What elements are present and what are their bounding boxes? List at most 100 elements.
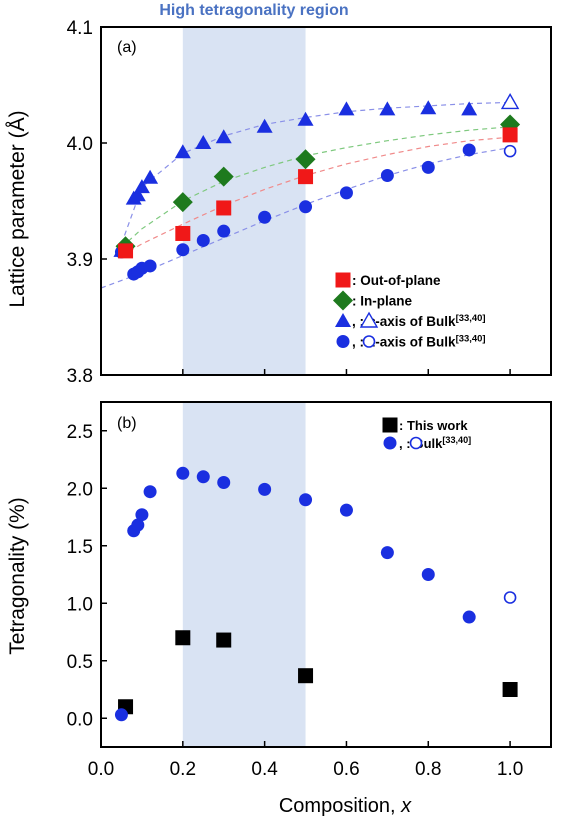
legend-text-tail: -axis of Bulk: [375, 314, 456, 329]
data-point-circle: [339, 186, 353, 200]
highlight-band: [182, 402, 306, 747]
data-point-circle: [217, 476, 231, 489]
data-point-square: [175, 630, 191, 646]
data-point-triangle-open: [500, 92, 520, 110]
legend-marker-circle: [383, 436, 397, 450]
data-point-circle: [299, 200, 313, 214]
data-point-square: [502, 682, 518, 697]
highlight-band: [182, 27, 306, 375]
data-point-triangle: [142, 169, 159, 184]
data-point-square: [175, 225, 191, 241]
data-point-triangle: [129, 187, 146, 202]
data-point-circle: [114, 708, 128, 722]
data-point-circle: [258, 482, 272, 496]
data-point-circle: [462, 610, 476, 624]
data-point-diamond: [295, 149, 316, 170]
data-point-triangle: [297, 111, 314, 126]
legend-entry: , : Bulk[33,40]: [383, 435, 471, 451]
y-tick-label: 2.5: [67, 422, 93, 443]
data-point-circle: [217, 224, 231, 238]
legend-marker-circle-open: [409, 436, 423, 450]
panel-b-tag: (b): [117, 415, 137, 432]
y-tick-label: 0.5: [67, 652, 93, 673]
data-point-triangle: [256, 118, 273, 133]
legend-label: : Out-of-plane: [352, 273, 441, 288]
data-point-triangle: [195, 135, 212, 149]
legend-separator: ,: [352, 314, 360, 329]
y-tick-label: 1.0: [67, 594, 93, 615]
data-point-square: [216, 632, 232, 648]
data-point-triangle: [174, 144, 191, 159]
data-point-square: [118, 243, 134, 259]
data-point-circle: [135, 508, 149, 522]
data-point-circle: [196, 233, 210, 247]
plot-frame: [100, 26, 552, 376]
data-point-square: [216, 200, 232, 216]
data-point-triangle: [338, 101, 355, 116]
data-point-circle: [196, 470, 210, 484]
data-point-triangle: [379, 101, 396, 116]
y-tick-label: 3.8: [67, 366, 93, 387]
x-tick-label: 0.2: [170, 759, 196, 780]
legend-marker-circle: [336, 335, 350, 348]
legend-superscript: [33,40]: [456, 313, 486, 324]
legend-label: : In-plane: [352, 294, 412, 309]
x-tick-label: 0.6: [333, 759, 359, 780]
data-point-diamond: [172, 192, 193, 213]
x-axis-label: Composition, x: [279, 795, 412, 817]
x-tick-label: 0.4: [251, 759, 278, 780]
y-tick-label: 0.0: [67, 709, 93, 730]
data-point-triangle: [215, 129, 232, 144]
data-point-triangle: [461, 101, 478, 116]
banner-label: High tetragonality region: [159, 2, 348, 19]
legend-entry: : Out-of-plane: [335, 272, 441, 288]
data-point-circle-open: [503, 591, 517, 604]
panel-b-ylabel: Tetragonality (%): [6, 497, 29, 655]
legend-text: : Out-of-plane: [352, 273, 441, 288]
data-point-circle: [143, 259, 157, 273]
legend-marker-triangle-open: [359, 311, 379, 328]
plot-frame: [100, 401, 552, 748]
legend-marker-diamond: [333, 290, 353, 311]
data-point-circle: [299, 493, 313, 507]
legend-separator: ,: [399, 436, 406, 451]
data-point-circle: [421, 160, 435, 174]
data-point-diamond: [213, 166, 234, 187]
data-point-circle: [176, 466, 190, 480]
legend-text-tail: -axis of Bulk: [375, 335, 456, 350]
legend-text: : This work: [399, 418, 468, 433]
legend-marker-square: [382, 417, 398, 433]
legend-entry: : This work: [382, 417, 468, 433]
legend-entry: , : a-axis of Bulk[33,40]: [336, 334, 486, 350]
data-point-circle: [380, 168, 394, 182]
panel-a-ylabel: Lattice parameter (Å): [6, 110, 29, 307]
y-tick-label: 4.1: [67, 18, 93, 39]
y-tick-label: 1.5: [67, 537, 93, 558]
legend-superscript: [33,40]: [442, 435, 471, 445]
fit-curve-0: [120, 101, 511, 245]
data-point-triangle: [420, 100, 437, 115]
x-tick-label: 1.0: [497, 759, 523, 780]
y-tick-label: 2.0: [67, 479, 93, 500]
data-point-circle: [258, 210, 272, 224]
data-point-triangle: [133, 179, 150, 194]
legend-entry: : In-plane: [333, 290, 412, 311]
legend-entry: , : c-axis of Bulk[33,40]: [335, 311, 486, 329]
data-point-circle-open: [503, 144, 517, 158]
legend-superscript: [33,40]: [456, 334, 486, 345]
data-point-square: [502, 127, 518, 143]
data-point-square: [298, 668, 314, 684]
x-axis-label-text: Composition,: [279, 795, 401, 817]
data-point-square: [298, 169, 314, 185]
legend-text: : In-plane: [352, 294, 412, 309]
y-tick-label: 3.9: [67, 250, 93, 271]
data-point-circle: [131, 518, 145, 532]
data-point-circle: [176, 243, 190, 257]
data-point-circle: [339, 503, 353, 517]
panel-a-tag: (a): [117, 39, 137, 56]
y-tick-label: 4.0: [67, 134, 93, 155]
legend-label: : This work: [399, 418, 468, 433]
data-point-circle: [421, 568, 435, 581]
legend-separator: ,: [352, 335, 360, 350]
